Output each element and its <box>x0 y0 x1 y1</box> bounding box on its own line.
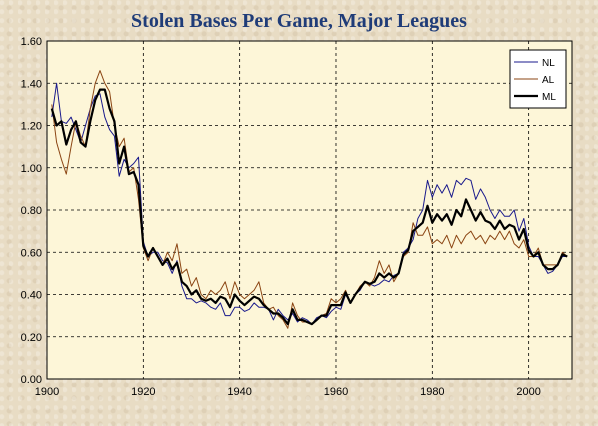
y-tick-label: 0.20 <box>21 332 42 344</box>
y-tick-label: 0.80 <box>21 205 42 217</box>
x-tick-label: 2000 <box>516 386 540 398</box>
legend-label-ml: ML <box>542 92 556 103</box>
y-tick-label: 1.20 <box>21 121 42 133</box>
y-tick-label: 0.00 <box>21 374 42 386</box>
x-tick-label: 1900 <box>35 386 59 398</box>
y-tick-label: 0.40 <box>21 290 42 302</box>
y-tick-label: 0.60 <box>21 247 42 259</box>
legend-label-nl: NL <box>542 58 555 69</box>
legend-label-al: AL <box>542 75 555 86</box>
x-tick-label: 1980 <box>420 386 444 398</box>
y-tick-label: 1.00 <box>21 163 42 175</box>
plot-area: 0.00 0.20 0.40 0.60 0.80 1.00 1.20 1.40 1.60 1900… <box>21 36 572 398</box>
y-tick-label: 1.40 <box>21 78 42 90</box>
legend: NL AL ML <box>510 50 566 108</box>
x-tick-label: 1960 <box>324 386 348 398</box>
x-tick-label: 1940 <box>227 386 251 398</box>
chart-title: Stolen Bases Per Game, Major Leagues <box>131 10 467 32</box>
x-tick-label: 1920 <box>131 386 155 398</box>
y-tick-label: 1.60 <box>21 36 42 48</box>
